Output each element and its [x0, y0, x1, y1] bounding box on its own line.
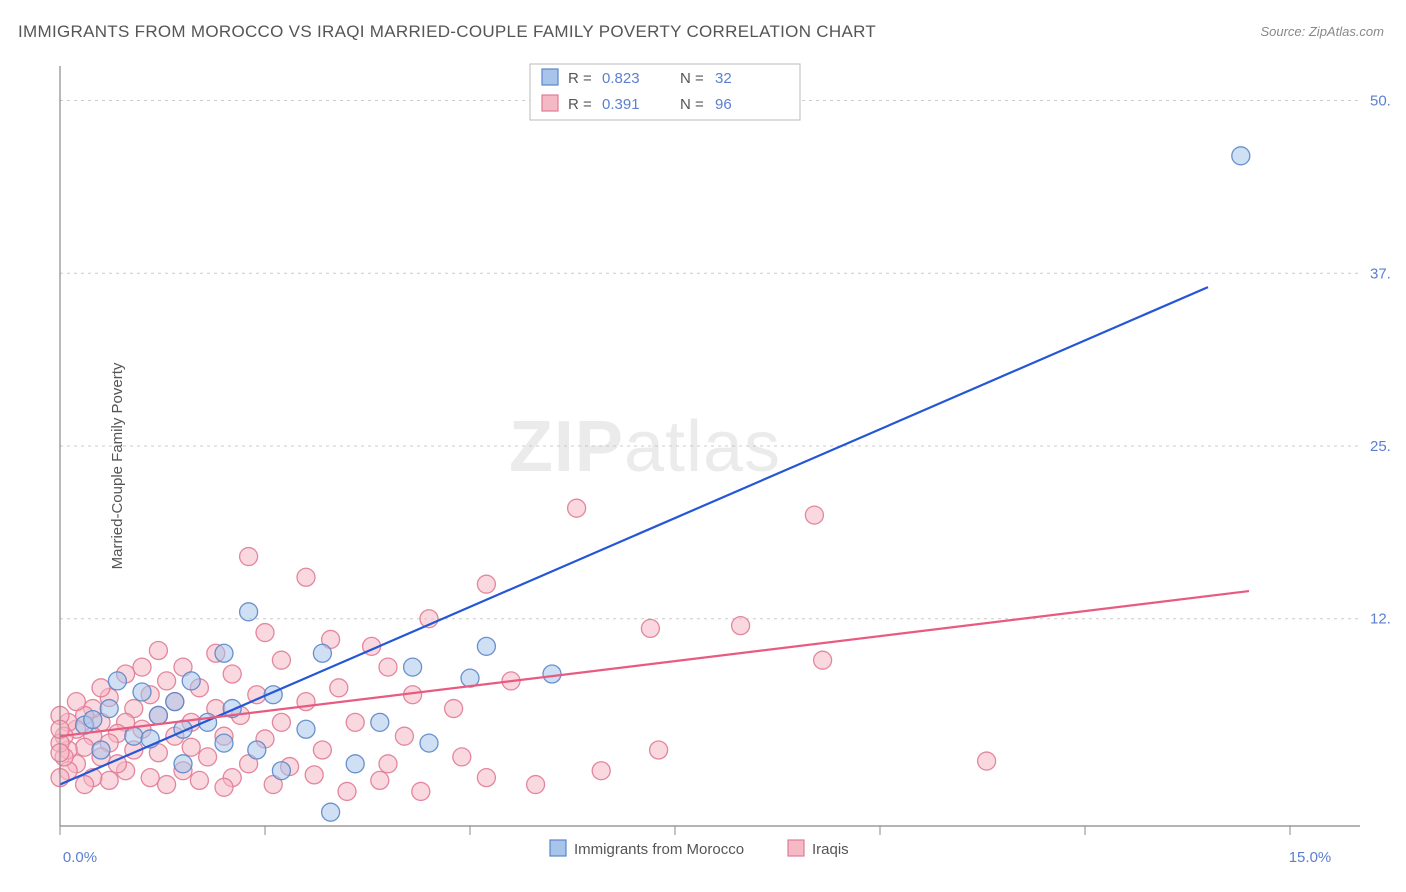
- y-axis-label: Married-Couple Family Poverty: [109, 363, 126, 570]
- svg-text:ZIPatlas: ZIPatlas: [509, 407, 781, 487]
- svg-text:96: 96: [715, 96, 732, 113]
- chart-title: IMMIGRANTS FROM MOROCCO VS IRAQI MARRIED…: [18, 22, 876, 42]
- svg-text:50.0%: 50.0%: [1370, 93, 1390, 110]
- svg-text:37.5%: 37.5%: [1370, 265, 1390, 282]
- svg-text:0.0%: 0.0%: [63, 849, 97, 866]
- source-attribution: Source: ZipAtlas.com: [1260, 24, 1384, 39]
- svg-text:N =: N =: [680, 96, 704, 113]
- svg-text:Immigrants from Morocco: Immigrants from Morocco: [574, 841, 744, 858]
- svg-text:32: 32: [715, 70, 732, 87]
- svg-text:0.391: 0.391: [602, 96, 640, 113]
- svg-text:R =: R =: [568, 96, 592, 113]
- svg-text:0.823: 0.823: [602, 70, 640, 87]
- svg-text:Iraqis: Iraqis: [812, 841, 849, 858]
- svg-text:25.0%: 25.0%: [1370, 438, 1390, 455]
- source-label: Source:: [1260, 24, 1308, 39]
- source-name: ZipAtlas.com: [1309, 24, 1384, 39]
- chart-container: Married-Couple Family Poverty ZIPatlas 0.…: [50, 56, 1390, 876]
- scatter-chart: ZIPatlas 0.0% 15.0% 12.5% 25.0% 37.5% 50.0% R =…: [50, 56, 1390, 876]
- svg-text:R =: R =: [568, 70, 592, 87]
- svg-text:N =: N =: [680, 70, 704, 87]
- svg-text:15.0%: 15.0%: [1289, 849, 1332, 866]
- svg-text:12.5%: 12.5%: [1370, 611, 1390, 628]
